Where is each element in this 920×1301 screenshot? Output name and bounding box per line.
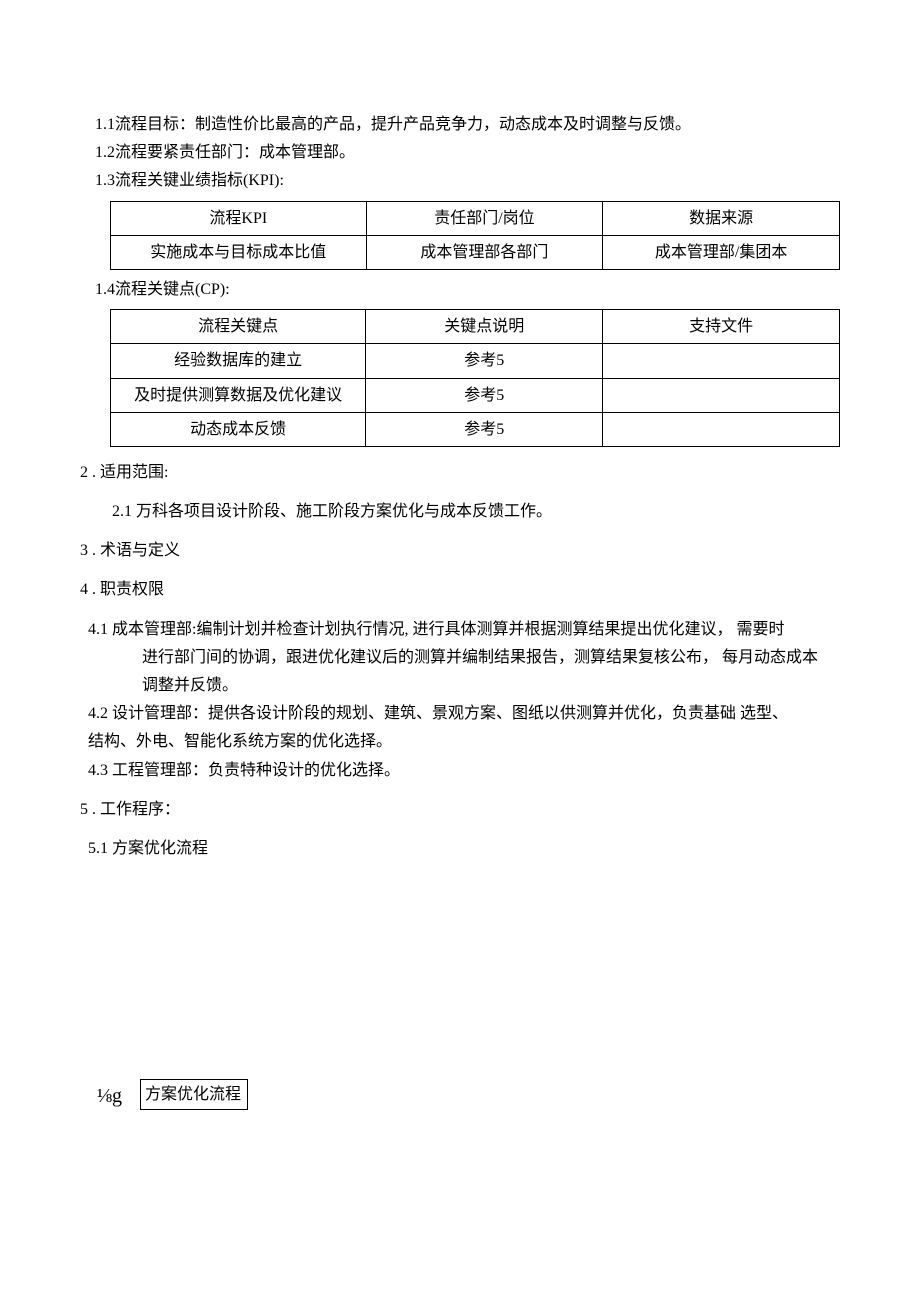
table-cell: 实施成本与目标成本比值: [111, 235, 367, 269]
table-cell: 经验数据库的建立: [111, 344, 366, 378]
table-cell: 参考5: [366, 344, 603, 378]
table-cell: 成本管理部各部门: [366, 235, 603, 269]
table-header-cell: 责任部门/岗位: [366, 201, 603, 235]
footer-box: ⅛g 方案优化流程: [97, 1079, 248, 1113]
para-1-1: 1.1流程目标：制造性价比最高的产品，提升产品竞争力，动态成本及时调整与反馈。: [80, 111, 840, 138]
footer-fraction: ⅛g: [97, 1085, 122, 1107]
table-cell: [603, 344, 840, 378]
para-4-3: 4.3 工程管理部：负责特种设计的优化选择。: [80, 757, 840, 784]
table-header-cell: 流程KPI: [111, 201, 367, 235]
para-4-1-a: 4.1 成本管理部:编制计划并检查计划执行情况, 进行具体测算并根据测算结果提出…: [80, 616, 840, 643]
footer-label-box: 方案优化流程: [140, 1079, 248, 1110]
document-page: 1.1流程目标：制造性价比最高的产品，提升产品竞争力，动态成本及时调整与反馈。 …: [0, 0, 920, 1301]
section-3-title: 3 . 术语与定义: [80, 537, 840, 564]
table-header-cell: 支持文件: [603, 310, 840, 344]
table-cell: 参考5: [366, 412, 603, 446]
table-cell: 成本管理部/集团本: [603, 235, 840, 269]
para-2-1: 2.1 万科各项目设计阶段、施工阶段方案优化与成本反馈工作。: [80, 498, 840, 525]
table-cell: 动态成本反馈: [111, 412, 366, 446]
table-header-cell: 关键点说明: [366, 310, 603, 344]
table-header-cell: 流程关键点: [111, 310, 366, 344]
table-cell: 参考5: [366, 378, 603, 412]
para-1-3: 1.3流程关键业绩指标(KPI):: [80, 167, 840, 194]
table-cell: [603, 412, 840, 446]
para-1-2: 1.2流程要紧责任部门：成本管理部。: [80, 139, 840, 166]
section-4-title: 4 . 职责权限: [80, 576, 840, 603]
table-cell: 及时提供测算数据及优化建议: [111, 378, 366, 412]
section-5-title: 5 . 工作程序：: [80, 796, 840, 823]
para-1-4: 1.4流程关键点(CP):: [80, 276, 840, 303]
cp-table: 流程关键点关键点说明支持文件经验数据库的建立参考5及时提供测算数据及优化建议参考…: [110, 309, 840, 447]
para-4-2-a: 4.2 设计管理部：提供各设计阶段的规划、建筑、景观方案、图纸以供测算并优化，负…: [80, 700, 840, 727]
section-2-title: 2 . 适用范围:: [80, 459, 840, 486]
para-4-2-b: 结构、外电、智能化系统方案的优化选择。: [80, 728, 840, 755]
para-5-1: 5.1 方案优化流程: [80, 835, 840, 862]
kpi-table: 流程KPI责任部门/岗位数据来源实施成本与目标成本比值成本管理部各部门成本管理部…: [110, 201, 840, 270]
table-header-cell: 数据来源: [603, 201, 840, 235]
para-4-1-c: 调整并反馈。: [80, 672, 840, 699]
para-4-1-b: 进行部门间的协调，跟进优化建议后的测算并编制结果报告，测算结果复核公布， 每月动…: [80, 644, 840, 671]
table-cell: [603, 378, 840, 412]
